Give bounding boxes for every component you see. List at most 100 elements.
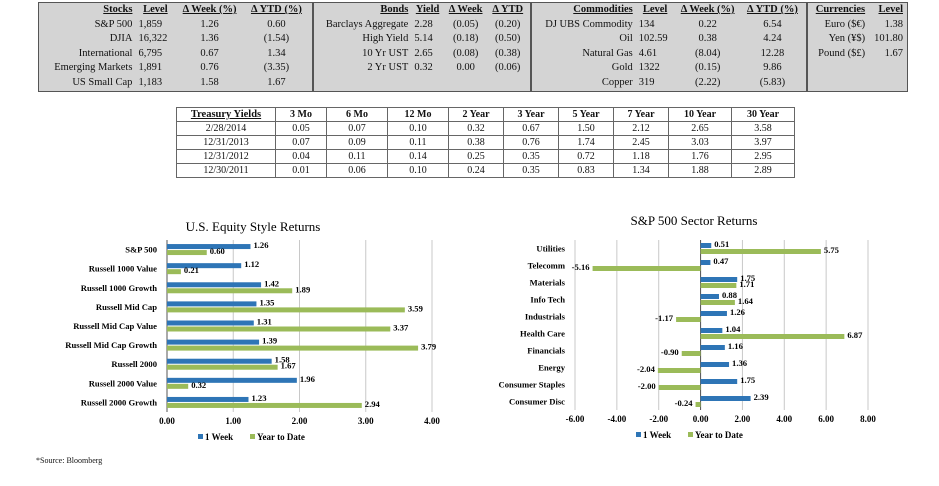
bonds-header-row: Bonds Yield Δ Week Δ YTD	[314, 3, 528, 18]
commodities-cell: 12.28	[760, 47, 785, 59]
bar-1-week	[700, 396, 751, 401]
treasury-cell: 2.89	[731, 163, 795, 178]
treasury-cell: 1.88	[668, 163, 732, 178]
data-label: 1.12	[244, 259, 259, 269]
treasury-row: 12/31/2013 0.07 0.09 0.11 0.38 0.76 1.74 2.45 3.…	[176, 135, 795, 150]
commodities-cell: 0.38	[698, 33, 717, 45]
stocks-header: Stocks	[103, 4, 133, 15]
stocks-cell: 1.67	[267, 76, 286, 88]
bar-year-to-date	[167, 288, 293, 294]
x-tick-label: 0.00	[693, 414, 709, 424]
data-label: 1.67	[281, 361, 297, 371]
bonds-header: Bonds	[380, 4, 409, 15]
treasury-cell: 0.38	[448, 135, 504, 150]
bar-1-week	[700, 311, 727, 316]
bonds-header: Δ YTD	[492, 4, 524, 15]
commodities-cell: DJ UBS Commodity	[545, 18, 633, 30]
legend-swatch	[636, 432, 641, 437]
bonds-row: 2 Yr UST 0.32 0.00 (0.06)	[314, 61, 528, 76]
stocks-cell: 1,859	[138, 18, 163, 30]
bonds-cell: High Yield	[362, 33, 409, 45]
data-label: 3.37	[393, 323, 409, 333]
bonds-cell: (0.38)	[495, 47, 521, 59]
bonds-cell: (0.20)	[495, 18, 521, 30]
bar-year-to-date	[167, 307, 405, 313]
bonds-cell: 5.14	[414, 33, 433, 45]
commodities-cell: 1322	[638, 62, 660, 74]
bonds-cell: 2.65	[414, 47, 433, 59]
bar-year-to-date	[676, 317, 701, 322]
bar-year-to-date	[167, 250, 207, 256]
category-label: Telecomm	[528, 261, 566, 271]
stocks-cell: 1.58	[200, 76, 219, 88]
commodities-cell: 9.86	[763, 62, 782, 74]
data-label: 2.94	[365, 399, 381, 409]
stocks-row: International 6,795 0.67 1.34	[39, 47, 309, 62]
bar-1-week	[700, 260, 711, 265]
data-label: 1.39	[262, 336, 277, 346]
bar-1-week	[167, 244, 251, 250]
bar-1-week	[167, 396, 249, 402]
treasury-cell: 0.11	[326, 149, 388, 164]
bar-1-week	[167, 263, 242, 269]
treasury-cell: 0.06	[326, 163, 388, 178]
treasury-cell: 0.05	[275, 121, 327, 136]
commodities-cell: 6.54	[763, 18, 782, 30]
treasury-cell: 1.74	[558, 135, 614, 150]
x-tick-label: 0.00	[159, 416, 175, 426]
bonds-cell: Barclays Aggregate	[325, 18, 409, 30]
bar-year-to-date	[681, 351, 701, 356]
bar-1-week	[167, 339, 260, 345]
data-label: 1.75	[740, 273, 755, 283]
stocks-cell: 1.26	[200, 18, 219, 30]
category-label: Info Tech	[530, 295, 565, 305]
treasury-cell: 3.97	[731, 135, 795, 150]
stocks-cell: DJIA	[109, 33, 133, 45]
bar-year-to-date	[592, 266, 701, 271]
treasury-cell: 0.76	[503, 135, 559, 150]
treasury-header: 3 Year	[503, 107, 559, 122]
treasury-cell: 3.58	[731, 121, 795, 136]
treasury-cell: 1.34	[613, 163, 669, 178]
data-label: 0.51	[714, 239, 729, 249]
treasury-cell: 0.11	[387, 135, 449, 150]
treasury-header: 6 Mo	[326, 107, 388, 122]
stocks-header-row: Stocks Level Δ Week (%) Δ YTD (%)	[39, 3, 309, 18]
currencies-cell: Euro ($€)	[824, 18, 866, 30]
data-label: 0.21	[184, 265, 199, 275]
bonds-cell: (0.05)	[452, 18, 479, 30]
bonds-cell: 2.28	[414, 18, 433, 30]
data-label: 3.59	[408, 303, 423, 313]
category-label: S&P 500	[125, 245, 157, 255]
data-label: 3.79	[421, 342, 436, 352]
data-label: -0.90	[661, 347, 679, 357]
treasury-cell: 2.45	[613, 135, 669, 150]
treasury-cell: 2/28/2014	[176, 121, 276, 136]
bonds-box: Bonds Yield Δ Week Δ YTD Barclays Aggregate 2…	[313, 2, 531, 92]
bar-year-to-date	[658, 385, 701, 390]
stocks-cell: US Small Cap	[72, 76, 133, 88]
data-label: 0.60	[210, 246, 225, 256]
bonds-cell: 2 Yr UST	[367, 62, 409, 74]
bar-year-to-date	[700, 300, 735, 305]
data-label: 0.88	[722, 290, 738, 300]
bonds-cell: (0.06)	[495, 62, 521, 74]
treasury-header-row: Treasury Yields 3 Mo 6 Mo 12 Mo 2 Year 3 Year…	[176, 107, 795, 122]
source-note: *Source: Bloomberg	[36, 456, 103, 465]
data-label: 1.89	[295, 284, 310, 294]
treasury-cell: 3.03	[668, 135, 732, 150]
x-tick-label: 1.00	[225, 416, 241, 426]
data-label: 1.31	[257, 317, 272, 327]
bar-1-week	[700, 362, 730, 367]
commodities-cell: (0.15)	[694, 62, 721, 74]
category-label: Energy	[538, 363, 565, 373]
data-label: 1.16	[728, 341, 744, 351]
treasury-header: 12 Mo	[387, 107, 449, 122]
commodities-row: Copper 319 (2.22) (5.83)	[532, 76, 804, 91]
commodities-table: Commodities Level Δ Week (%) Δ YTD (%) DJ UB…	[532, 3, 804, 91]
bar-year-to-date	[167, 402, 362, 408]
currencies-cell: 1.38	[884, 18, 903, 30]
treasury-cell: 0.07	[326, 121, 388, 136]
commodities-cell: 134	[638, 18, 655, 30]
bonds-header: Δ Week	[448, 4, 483, 15]
